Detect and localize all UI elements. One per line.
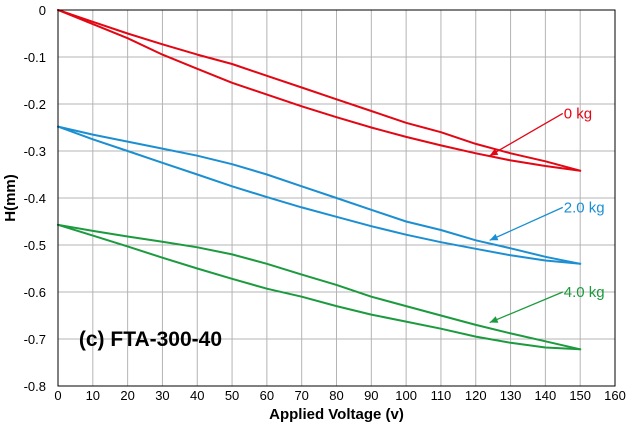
y-tick-label: -0.3 — [24, 144, 46, 159]
x-tick-label: 10 — [86, 388, 100, 403]
y-axis-title: H(mm) — [2, 174, 19, 222]
x-tick-label: 60 — [260, 388, 274, 403]
series-line — [57, 125, 582, 265]
plot-frame — [57, 9, 616, 387]
x-tick-label: 0 — [54, 388, 61, 403]
y-tick-label: -0.1 — [24, 50, 46, 65]
tick-labels: 0 10 20 30 40 50 60 70 80 90 100 110 120 130 140 150 160… — [24, 3, 626, 403]
y-tick-label: -0.7 — [24, 332, 46, 347]
series-line — [57, 223, 582, 351]
series-line — [57, 9, 582, 172]
series-annotations: 0 kg 2.0 kg 4.0 kg — [489, 105, 605, 324]
annotation-label: 0 kg — [564, 105, 592, 122]
y-tick-label: -0.2 — [24, 97, 46, 112]
annotation-arrowhead — [489, 316, 499, 323]
series-0-kg — [57, 9, 582, 172]
y-tick-label: -0.6 — [24, 285, 46, 300]
annotation: 0 kg — [489, 105, 592, 157]
annotation-arrowhead — [489, 233, 499, 241]
series-curves — [57, 9, 582, 351]
series-2-0-kg — [57, 125, 582, 265]
series-4-0-kg — [57, 223, 582, 351]
x-tick-label: 120 — [465, 388, 487, 403]
x-tick-label: 160 — [604, 388, 626, 403]
x-tick-label: 50 — [225, 388, 239, 403]
x-tick-label: 90 — [364, 388, 378, 403]
panel-label: (c) FTA-300-40 — [79, 328, 222, 351]
x-tick-label: 70 — [294, 388, 308, 403]
x-tick-label: 110 — [431, 388, 452, 403]
annotation-label: 2.0 kg — [564, 199, 605, 216]
series-line — [57, 9, 582, 172]
series-line — [57, 223, 582, 351]
x-axis-title: Applied Voltage (v) — [269, 406, 404, 423]
x-tick-label: 40 — [190, 388, 204, 403]
annotation-arrow — [489, 291, 564, 324]
y-tick-label: -0.4 — [24, 191, 46, 206]
annotation: 4.0 kg — [489, 284, 605, 324]
y-tick-label: -0.8 — [24, 379, 46, 394]
annotation-arrowhead — [489, 148, 499, 156]
y-tick-label: 0 — [39, 3, 46, 18]
x-tick-label: 80 — [329, 388, 343, 403]
series-line — [57, 125, 582, 265]
annotation-label: 4.0 kg — [564, 284, 605, 301]
annotation-arrow — [489, 206, 564, 241]
x-tick-label: 150 — [569, 388, 591, 403]
x-tick-label: 20 — [120, 388, 134, 403]
x-tick-label: 30 — [155, 388, 169, 403]
x-tick-label: 140 — [535, 388, 557, 403]
annotation: 2.0 kg — [489, 199, 605, 241]
annotation-arrow — [489, 112, 564, 157]
x-tick-label: 100 — [395, 388, 417, 403]
y-tick-label: -0.5 — [24, 238, 46, 253]
x-tick-label: 130 — [500, 388, 522, 403]
